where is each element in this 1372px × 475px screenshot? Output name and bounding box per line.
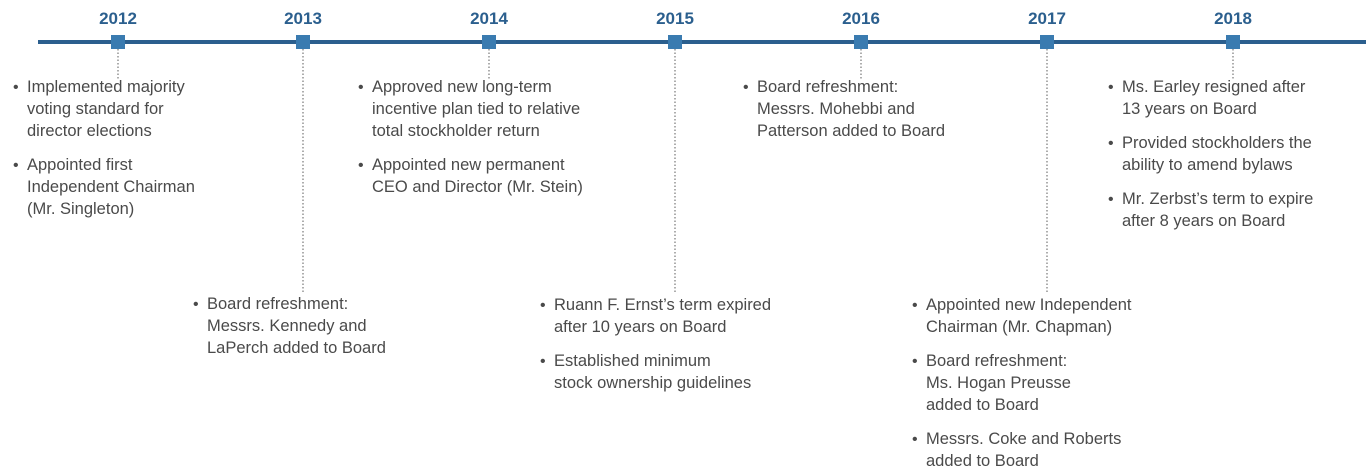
item-text: CEO and Director (Mr. Stein) <box>372 178 583 196</box>
year-label: 2015 <box>656 9 694 28</box>
bullet: • <box>912 353 918 370</box>
item-text: Messrs. Coke and Roberts <box>926 430 1121 448</box>
item-text: Patterson added to Board <box>757 122 945 140</box>
year-label: 2014 <box>470 9 508 28</box>
item-text: Mr. Zerbst’s term to expire <box>1122 190 1313 208</box>
item-text: Appointed new permanent <box>372 156 565 174</box>
item-text: incentive plan tied to relative <box>372 100 580 118</box>
bullet: • <box>540 353 546 370</box>
item-text: Board refreshment: <box>757 78 898 96</box>
year-label: 2013 <box>284 9 322 28</box>
item-text: ability to amend bylaws <box>1122 156 1293 174</box>
bullet: • <box>358 157 364 174</box>
item-text: Messrs. Mohebbi and <box>757 100 915 118</box>
bullet: • <box>1108 79 1114 96</box>
item-text: LaPerch added to Board <box>207 339 386 357</box>
year-marker <box>1226 35 1240 49</box>
bullet: • <box>1108 191 1114 208</box>
year-marker <box>111 35 125 49</box>
bullet: • <box>358 79 364 96</box>
item-text: 13 years on Board <box>1122 100 1257 118</box>
item-text: after 10 years on Board <box>554 318 726 336</box>
bullet: • <box>13 157 19 174</box>
item-text: total stockholder return <box>372 122 540 140</box>
year-marker <box>482 35 496 49</box>
item-text: (Mr. Singleton) <box>27 200 134 218</box>
item-text: Ruann F. Ernst’s term expired <box>554 296 771 314</box>
item-text: Messrs. Kennedy and <box>207 317 367 335</box>
bullet: • <box>13 79 19 96</box>
year-label: 2016 <box>842 9 880 28</box>
item-text: Board refreshment: <box>926 352 1067 370</box>
item-text: Chairman (Mr. Chapman) <box>926 318 1112 336</box>
year-marker <box>668 35 682 49</box>
bullet: • <box>743 79 749 96</box>
item-text: director elections <box>27 122 152 140</box>
year-marker <box>1040 35 1054 49</box>
item-text: Independent Chairman <box>27 178 195 196</box>
bullet: • <box>540 297 546 314</box>
bullet: • <box>912 297 918 314</box>
bullet: • <box>193 296 199 313</box>
bullet: • <box>912 431 918 448</box>
item-text: Ms. Earley resigned after <box>1122 78 1306 96</box>
item-text: Ms. Hogan Preusse <box>926 374 1071 392</box>
year-marker <box>854 35 868 49</box>
item-text: added to Board <box>926 452 1039 470</box>
item-text: Established minimum <box>554 352 711 370</box>
year-marker <box>296 35 310 49</box>
item-text: Board refreshment: <box>207 295 348 313</box>
item-text: Approved new long-term <box>372 78 552 96</box>
year-label: 2017 <box>1028 9 1066 28</box>
item-text: Provided stockholders the <box>1122 134 1312 152</box>
item-text: stock ownership guidelines <box>554 374 751 392</box>
item-text: Appointed first <box>27 156 133 174</box>
item-text: voting standard for <box>27 100 164 118</box>
year-label: 2012 <box>99 9 137 28</box>
year-label: 2018 <box>1214 9 1252 28</box>
item-text: Implemented majority <box>27 78 185 96</box>
item-text: after 8 years on Board <box>1122 212 1285 230</box>
item-text: added to Board <box>926 396 1039 414</box>
bullet: • <box>1108 135 1114 152</box>
item-text: Appointed new Independent <box>926 296 1132 314</box>
